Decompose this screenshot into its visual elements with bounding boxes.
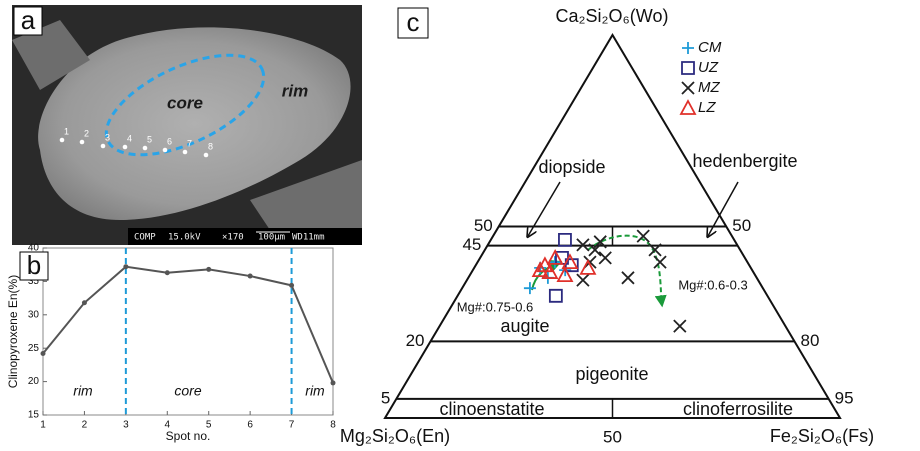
x-axis-title: Spot no. (166, 429, 211, 443)
left-tick-label: 5 (381, 388, 390, 407)
scale-info: 15.0kV (168, 233, 201, 243)
data-point (206, 267, 211, 272)
panel-label: b (27, 250, 41, 280)
spot-label: 3 (105, 132, 110, 142)
y-tick-label: 15 (28, 410, 40, 421)
spot-label: 8 (208, 141, 213, 151)
y-tick-label: 25 (28, 343, 40, 354)
x-tick-label: 1 (40, 420, 46, 431)
field-label: clinoferrosilite (683, 399, 793, 419)
legend-marker (682, 62, 694, 74)
x-tick-label: 2 (82, 420, 88, 431)
zone-label: rim (305, 383, 325, 399)
legend-marker (681, 101, 695, 114)
data-point (559, 234, 571, 246)
zone-label: core (174, 383, 201, 399)
bottom-tick-label: 50 (603, 427, 622, 446)
right-tick-label: 95 (835, 388, 854, 407)
panel-label: c (407, 7, 420, 37)
spot-dot (183, 150, 188, 155)
data-point (82, 300, 87, 305)
legend-label: LZ (698, 99, 716, 116)
data-point (165, 270, 170, 275)
spot-label: 2 (84, 128, 89, 138)
spot-dot (204, 153, 209, 158)
spot-label: 5 (147, 134, 152, 144)
scale-info: WD11mm (292, 233, 325, 243)
spot-label: 7 (187, 138, 192, 148)
spot-label: 4 (127, 133, 132, 143)
vertex-label: Ca₂Si₂O₆(Wo) (556, 6, 669, 26)
rim-label: rim (282, 81, 308, 100)
spot-dot (101, 144, 106, 149)
spot-dot (80, 140, 85, 145)
legend-marker (682, 42, 694, 54)
zone-label: rim (73, 383, 93, 399)
micrograph (12, 5, 362, 245)
data-point (550, 290, 562, 302)
pointer-arrow (528, 182, 560, 236)
data-point (289, 283, 294, 288)
legend-label: MZ (698, 79, 720, 96)
spot-label: 1 (64, 126, 69, 136)
field-label: hedenbergite (692, 151, 797, 171)
data-point (581, 261, 595, 274)
data-point (331, 380, 336, 385)
y-tick-label: 20 (28, 376, 40, 387)
data-point (41, 351, 46, 356)
field-label: augite (500, 316, 549, 336)
data-point (654, 256, 666, 268)
data-point (622, 272, 634, 284)
trend-label: Mg#:0.6-0.3 (678, 277, 747, 292)
vertex-label: Mg₂Si₂O₆(En) (340, 426, 450, 446)
scale-info: 100μm (258, 233, 285, 243)
legend-label: UZ (698, 59, 719, 76)
x-tick-label: 6 (247, 420, 253, 431)
spot-dot (143, 146, 148, 151)
panel-label: a (21, 5, 36, 35)
figure: a core rim 12345678COMP15.0kV×170100μmWD… (0, 0, 920, 451)
right-tick-label: 50 (732, 216, 751, 235)
x-tick-label: 8 (330, 420, 336, 431)
spot-dot (123, 145, 128, 150)
y-tick-label: 30 (28, 309, 40, 320)
left-tick-label: 50 (474, 216, 493, 235)
x-tick-label: 3 (123, 420, 129, 431)
field-label: diopside (538, 157, 605, 177)
data-point (123, 264, 128, 269)
left-tick-label: 20 (406, 331, 425, 350)
data-point (599, 252, 611, 264)
scale-info: COMP (134, 233, 156, 243)
x-tick-label: 7 (289, 420, 295, 431)
scale-info: ×170 (222, 233, 244, 243)
right-tick-label: 80 (801, 331, 820, 350)
field-label: clinoenstatite (439, 399, 544, 419)
legend-label: CM (698, 39, 722, 56)
data-point (577, 274, 589, 286)
spot-label: 6 (167, 136, 172, 146)
vertex-label: Fe₂Si₂O₆(Fs) (770, 426, 874, 446)
legend-marker (682, 82, 694, 94)
left-tick-label: 45 (462, 235, 481, 254)
y-axis-title: Clinopyroxene En(%) (6, 275, 20, 388)
data-point (248, 274, 253, 279)
core-label: core (167, 93, 203, 112)
spot-dot (60, 138, 65, 143)
data-point (674, 320, 686, 332)
trend-label: Mg#:0.75-0.6 (457, 299, 534, 314)
spot-dot (163, 148, 168, 153)
field-label: pigeonite (575, 364, 648, 384)
